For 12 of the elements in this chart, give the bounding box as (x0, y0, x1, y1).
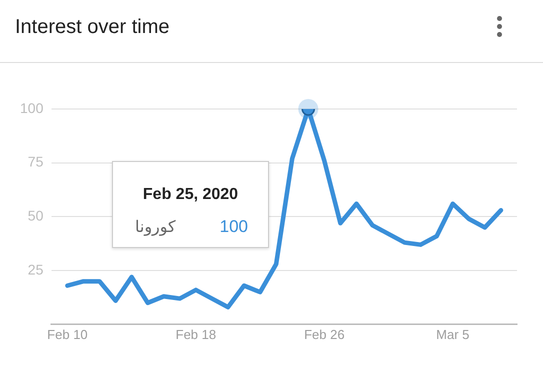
y-tick-label: 75 (28, 154, 44, 170)
y-tick-label: 100 (20, 100, 44, 116)
x-tick-label: Feb 18 (176, 326, 216, 342)
x-tick-label: Feb 26 (304, 326, 345, 342)
y-tick-label: 50 (28, 208, 44, 224)
chart-title: Interest over time (15, 16, 170, 39)
x-tick-label: Mar 5 (436, 326, 470, 342)
annotation: 100 (220, 217, 248, 237)
text: كورونا (135, 217, 176, 236)
y-tick-label: 25 (28, 261, 44, 278)
annotation: Feb 25, 2020 (142, 186, 240, 204)
x-tick-label: Feb 10 (47, 326, 88, 342)
